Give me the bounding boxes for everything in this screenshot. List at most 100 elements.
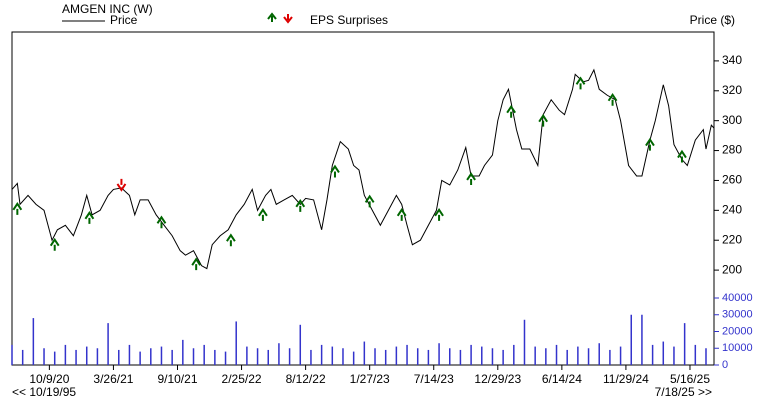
eps-arrow — [49, 237, 60, 251]
volume-bar — [491, 348, 494, 365]
volume-bar — [278, 343, 280, 365]
eps-arrow — [226, 233, 236, 247]
x-tick-label: 12/29/23 — [474, 372, 521, 386]
volume-bar — [331, 346, 334, 365]
y-tick-label: 280 — [722, 143, 742, 157]
eps-arrow — [607, 92, 618, 106]
volume-bar — [427, 349, 430, 365]
volume-bar — [587, 348, 590, 365]
x-tick-label: 7/14/23 — [414, 372, 454, 386]
volume-bar — [470, 344, 472, 365]
volume-bar — [53, 351, 56, 365]
eps-arrow — [156, 215, 167, 229]
volume-tick-label: 20000 — [722, 325, 753, 337]
volume-bar — [182, 339, 184, 365]
volume-bar — [352, 351, 355, 365]
volume-bar — [256, 348, 259, 365]
volume-bar — [502, 349, 504, 365]
volume-tick-label: 30000 — [722, 309, 753, 321]
volume-bar — [267, 349, 269, 365]
volume-bar — [673, 346, 675, 365]
volume-bar — [406, 344, 408, 365]
volume-bar — [43, 348, 45, 365]
eps-arrow — [677, 149, 687, 163]
eps-arrow — [538, 113, 549, 127]
eps-arrow — [330, 164, 340, 178]
volume-bar — [11, 344, 13, 365]
eps-arrow — [575, 76, 586, 90]
y-tick-label: 240 — [722, 203, 742, 217]
volume-bar — [374, 348, 376, 365]
eps-arrow — [116, 178, 127, 192]
volume-bar — [96, 348, 99, 365]
volume-bar — [128, 344, 131, 365]
y-tick-label: 200 — [722, 262, 742, 276]
volume-bar — [566, 349, 568, 365]
volume-bar — [609, 349, 611, 365]
volume-bar — [32, 318, 35, 365]
eps-arrow — [506, 104, 516, 118]
volume-bar — [203, 344, 205, 365]
x-tick-label: 5/16/25 — [670, 372, 710, 386]
volume-bar — [459, 349, 462, 365]
y-axis-label: Price ($) — [690, 13, 735, 27]
volume-bar — [214, 349, 216, 365]
x-tick-label: 2/25/22 — [222, 372, 262, 386]
volume-bar — [160, 346, 163, 365]
plot-frame — [11, 31, 715, 366]
volume-bar — [320, 344, 323, 365]
volume-bar — [651, 344, 654, 365]
volume-bar — [513, 344, 515, 365]
volume-bar — [299, 324, 302, 365]
price-line — [11, 68, 715, 270]
volume-tick-label: 40000 — [722, 292, 753, 304]
eps-arrow — [396, 208, 407, 221]
volume-bar — [224, 351, 227, 365]
x-tick-label: 8/12/22 — [286, 372, 326, 386]
volume-bar — [21, 349, 24, 365]
volume-bar — [384, 349, 387, 365]
eps-arrow — [191, 257, 202, 271]
eps-arrow — [466, 172, 476, 185]
y-tick-label: 260 — [722, 173, 742, 187]
volume-bar — [641, 314, 643, 365]
volume-bar — [246, 346, 248, 365]
chart-title: AMGEN INC (W) — [62, 2, 153, 16]
x-tick-label: 1/27/23 — [350, 372, 390, 386]
legend-down-arrow — [283, 14, 293, 24]
volume-bar — [64, 344, 67, 365]
volume-bar — [288, 348, 291, 365]
range-end: 7/18/25 >> — [655, 385, 712, 399]
y-tick-label: 320 — [722, 83, 742, 97]
volume-tick-label: 0 — [722, 359, 728, 371]
eps-arrow — [295, 199, 306, 212]
legend-up-arrow — [267, 12, 277, 22]
volume-bar — [577, 346, 579, 365]
volume-bar — [523, 319, 526, 365]
volume-bar — [705, 348, 707, 365]
volume-bar — [310, 349, 312, 365]
x-tick-label: 11/29/24 — [603, 372, 649, 386]
volume-bar — [545, 348, 547, 365]
legend-label: Price — [110, 13, 138, 27]
volume-bar — [171, 349, 173, 365]
volume-bar — [534, 346, 536, 365]
range-start: << 10/19/95 — [12, 385, 76, 399]
volume-bar — [235, 321, 237, 365]
y-tick-label: 300 — [722, 113, 742, 127]
volume-bar — [150, 348, 152, 365]
volume-bar — [342, 348, 344, 365]
volume-bar — [481, 346, 483, 365]
volume-bar — [555, 344, 558, 365]
volume-bar — [107, 323, 109, 365]
eps-arrow — [84, 211, 95, 224]
x-tick-label: 10/9/20 — [29, 372, 69, 386]
volume-bar — [75, 349, 77, 365]
volume-bar — [85, 346, 88, 365]
volume-bar — [683, 323, 686, 365]
volume-bar — [630, 314, 633, 365]
y-tick-label: 220 — [722, 232, 742, 246]
volume-tick-label: 10000 — [722, 342, 753, 354]
volume-bar — [598, 343, 600, 365]
